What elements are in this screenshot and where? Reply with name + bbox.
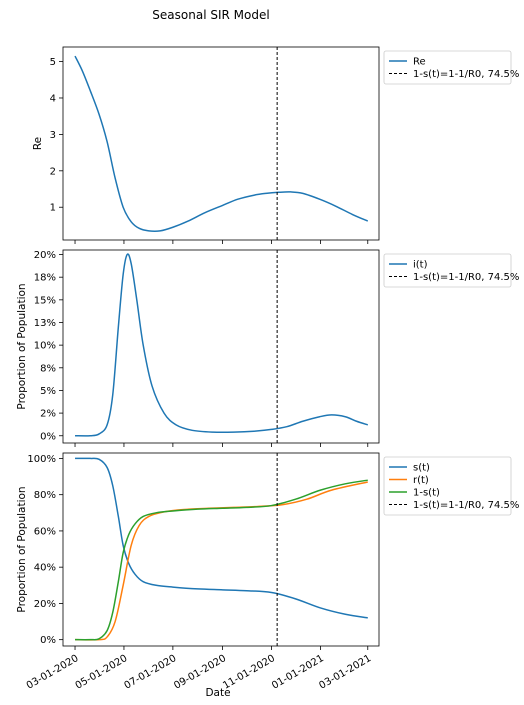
y-tick-label: 4 bbox=[50, 93, 56, 104]
legend-label: Re bbox=[413, 57, 426, 68]
legend-label: 1-s(t)=1-1/R0, 74.5% bbox=[413, 500, 519, 511]
y-tick-label: 0% bbox=[40, 635, 56, 646]
x-tick-label: 03-01-2021 bbox=[317, 653, 373, 692]
y-tick-label: 5 bbox=[50, 57, 56, 68]
axes-frame bbox=[62, 452, 380, 647]
legend-label: 1-s(t)=1-1/R0, 74.5% bbox=[413, 69, 519, 80]
legend: Re1-s(t)=1-1/R0, 74.5% bbox=[383, 50, 519, 85]
x-tick-label: 07-01-2020 bbox=[123, 653, 179, 692]
y-tick-label: 5% bbox=[40, 386, 56, 397]
y-tick-label: 13% bbox=[34, 318, 56, 329]
y-tick-label: 2 bbox=[50, 166, 56, 177]
axes-frame bbox=[62, 46, 380, 241]
series-line-st bbox=[75, 457, 368, 619]
x-tick-label: 11-01-2020 bbox=[221, 653, 277, 692]
series-line-rt bbox=[75, 481, 368, 641]
y-tick-label: 10% bbox=[34, 341, 56, 352]
legend-label: i(t) bbox=[413, 260, 428, 271]
legend: s(t)r(t) 1-s(t)1-s(t)=1-1/R0, 74.5% bbox=[383, 456, 519, 516]
y-tick-label: 15% bbox=[34, 295, 56, 306]
x-tick-label: 05-01-2020 bbox=[74, 653, 130, 692]
x-tick-label: 09-01-2020 bbox=[172, 653, 228, 692]
legend-label: r(t) bbox=[413, 475, 429, 486]
legend-box bbox=[383, 253, 512, 288]
series-line-re bbox=[74, 55, 369, 233]
y-tick-label: 3 bbox=[50, 130, 56, 141]
y-tick-label: 80% bbox=[34, 490, 56, 501]
y-tick-label: 100% bbox=[27, 454, 56, 465]
legend-label: 1-s(t) bbox=[413, 488, 440, 499]
legend: i(t)1-s(t)=1-1/R0, 74.5% bbox=[383, 253, 519, 288]
legend-box bbox=[383, 456, 512, 516]
axes-frame bbox=[62, 249, 380, 444]
panel-3: 0% 20% 40% 60% 80% 100% Proportion of Populati… bbox=[16, 452, 519, 692]
y-tick-label: 20% bbox=[34, 599, 56, 610]
legend-box bbox=[383, 50, 512, 85]
y-axis-label: Re bbox=[32, 137, 44, 150]
y-tick-label: 18% bbox=[34, 273, 56, 284]
y-tick-label: 60% bbox=[34, 526, 56, 537]
y-tick-label: 8% bbox=[40, 363, 56, 374]
series-line-1st bbox=[75, 479, 368, 641]
x-axis-label: Date bbox=[205, 687, 230, 699]
y-tick-label: 2% bbox=[40, 409, 56, 420]
y-tick-label: 40% bbox=[34, 563, 56, 574]
y-axis-label: Proportion of Population bbox=[16, 486, 28, 612]
y-tick-label: 0% bbox=[40, 431, 56, 442]
legend-label: 1-s(t)=1-1/R0, 74.5% bbox=[413, 272, 519, 283]
series-line-it bbox=[75, 253, 369, 437]
x-tick-label: 01-01-2021 bbox=[270, 653, 326, 692]
y-tick-label: 1 bbox=[50, 203, 56, 214]
legend-label: s(t) bbox=[413, 463, 430, 474]
panel-2: 0% 2% 5% 8% 10% 13% 15% 18% 20% Proportion of Pop… bbox=[16, 249, 519, 447]
x-tick-label: 03-01-2020 bbox=[25, 653, 81, 692]
y-tick-label: 20% bbox=[34, 250, 56, 261]
y-axis-label: Proportion of Population bbox=[16, 283, 28, 409]
figure-title: Seasonal SIR Model bbox=[152, 8, 269, 22]
